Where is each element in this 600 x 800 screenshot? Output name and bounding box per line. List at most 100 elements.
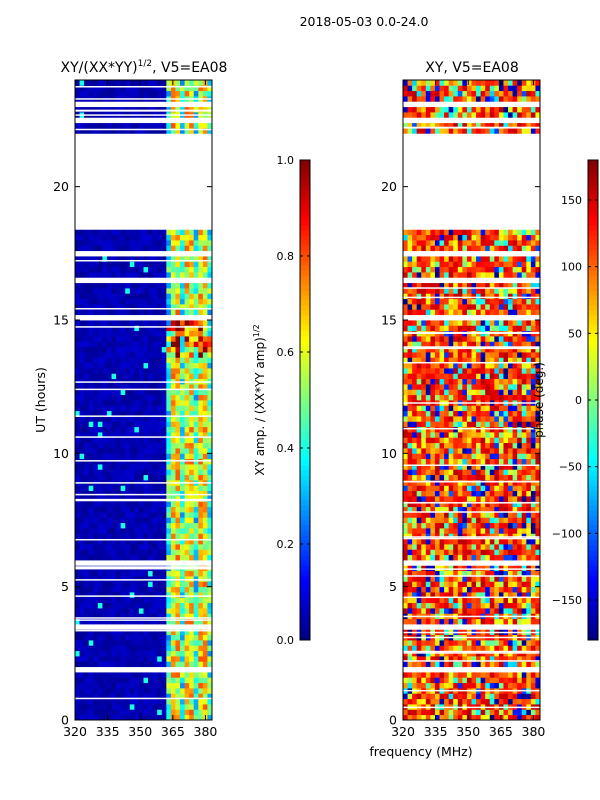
heatmap-cell (180, 208, 185, 214)
heatmap-cell (207, 234, 213, 241)
heatmap-cell (88, 304, 94, 310)
heatmap-cell (116, 266, 122, 273)
heatmap-cell (170, 133, 176, 140)
heatmap-cell (180, 128, 185, 134)
heatmap-cell (453, 693, 459, 700)
heatmap-cell (102, 592, 108, 598)
heatmap-cell (184, 453, 190, 460)
heatmap-cell (125, 272, 131, 278)
heatmap-cell (444, 522, 450, 529)
heatmap-cell (498, 645, 504, 652)
heatmap-cell (102, 117, 108, 124)
heatmap-cell (152, 160, 158, 166)
colorbar-segment (300, 420, 310, 426)
heatmap-cell (88, 352, 94, 358)
heatmap-cell (143, 592, 149, 598)
heatmap-cell (157, 245, 163, 252)
colorbar-segment (300, 190, 310, 196)
heatmap-cell (453, 533, 459, 540)
heatmap-cell (157, 389, 163, 396)
heatmap-cell (170, 485, 176, 492)
heatmap-cell (116, 576, 122, 582)
heatmap-cell (166, 256, 172, 262)
heatmap-cell (125, 282, 131, 289)
heatmap-cell (79, 266, 85, 273)
heatmap-cell (93, 245, 99, 252)
heatmap-cell (138, 698, 144, 705)
heatmap-cell (412, 666, 418, 673)
heatmap-cell (202, 170, 208, 177)
heatmap-cell (170, 272, 176, 278)
heatmap-cell (207, 613, 213, 620)
heatmap-cell (157, 522, 163, 529)
heatmap-cell (198, 325, 204, 332)
heatmap-cell (102, 80, 108, 86)
heatmap-cell (129, 128, 135, 134)
heatmap-cell (88, 325, 94, 332)
heatmap-cell (193, 144, 199, 150)
heatmap-cell (84, 592, 90, 598)
heatmap-cell (116, 90, 122, 97)
heatmap-cell (116, 693, 122, 700)
heatmap-cell (97, 282, 103, 289)
heatmap-cell (198, 693, 204, 700)
heatmap-cell (157, 400, 163, 406)
heatmap-cell (111, 250, 117, 257)
heatmap-cell (102, 261, 108, 268)
heatmap-cell (180, 437, 185, 444)
heatmap-cell (526, 576, 532, 582)
heatmap-cell (202, 346, 208, 353)
heatmap-cell (198, 240, 204, 246)
heatmap-cell (134, 186, 140, 193)
heatmap-cell (521, 576, 527, 582)
heatmap-cell (84, 208, 90, 214)
heatmap-cell (193, 298, 199, 305)
heatmap-cell (184, 261, 190, 268)
heatmap-cell (97, 117, 103, 124)
heatmap-cell (207, 629, 213, 636)
heatmap-cell (166, 709, 172, 716)
colorbar-segment (300, 590, 310, 596)
heatmap-cell (79, 528, 85, 534)
heatmap-cell (111, 501, 117, 508)
heatmap-cell (180, 666, 185, 673)
heatmap-cell (198, 208, 204, 214)
heatmap-cell (88, 474, 94, 481)
heatmap-cell (207, 224, 213, 230)
heatmap-cell (129, 213, 135, 220)
heatmap-cell (75, 304, 80, 310)
heatmap-cell (116, 394, 122, 401)
heatmap-cell (166, 437, 172, 444)
heatmap-cell (530, 672, 536, 678)
heatmap-cell (198, 213, 204, 220)
heatmap-cell (134, 288, 140, 294)
heatmap-cell (93, 117, 99, 124)
heatmap-cell (111, 282, 117, 289)
heatmap-cell (152, 517, 158, 524)
heatmap-cell (120, 506, 126, 513)
heatmap-cell (116, 293, 122, 300)
heatmap-cell (120, 432, 126, 438)
heatmap-cell (148, 453, 154, 460)
heatmap-cell (535, 682, 541, 689)
heatmap-cell (129, 234, 135, 241)
heatmap-cell (102, 133, 108, 140)
heatmap-cell (184, 608, 190, 614)
heatmap-cell (175, 688, 181, 694)
heatmap-cell (170, 709, 176, 716)
heatmap-cell (444, 581, 450, 588)
heatmap-cell (512, 714, 518, 721)
heatmap-cell (198, 549, 204, 556)
heatmap-cell (79, 144, 85, 150)
heatmap-cell (93, 128, 99, 134)
heatmap-cell (170, 421, 176, 428)
heatmap-cell (75, 138, 80, 145)
heatmap-cell (161, 106, 167, 113)
heatmap-cell (207, 608, 213, 614)
heatmap-cell (535, 576, 541, 582)
heatmap-cell (93, 341, 99, 348)
heatmap-cell (75, 149, 80, 156)
heatmap-cell (193, 149, 199, 156)
heatmap-cell (503, 581, 509, 588)
heatmap-cell (116, 352, 122, 358)
